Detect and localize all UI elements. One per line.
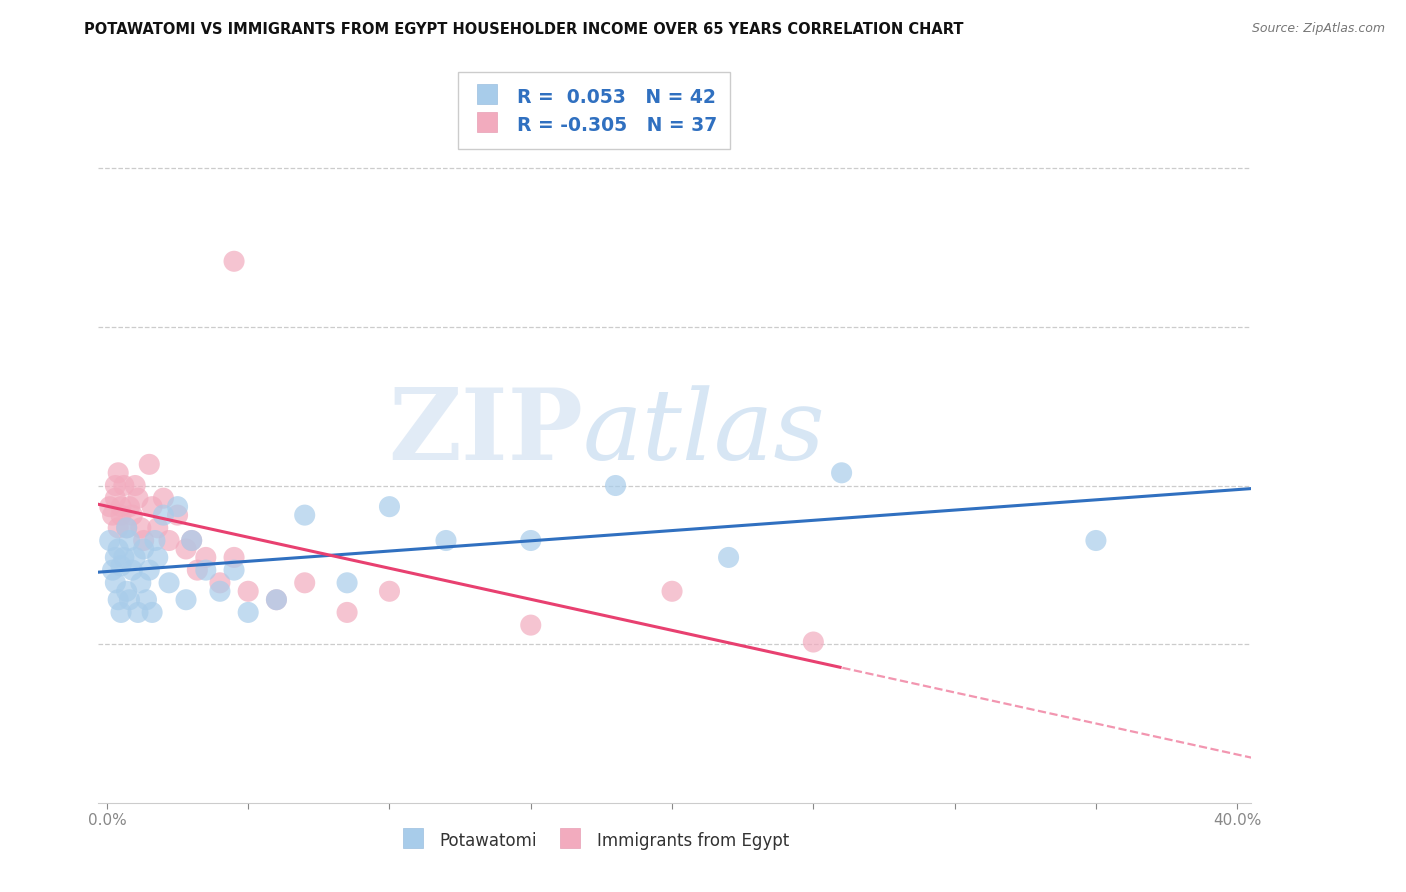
- Point: [132, 541, 155, 556]
- Point: [180, 533, 202, 548]
- Point: [146, 550, 169, 565]
- Point: [717, 550, 740, 565]
- Point: [121, 563, 143, 577]
- Point: [118, 533, 141, 548]
- Point: [124, 550, 146, 565]
- Point: [194, 563, 217, 577]
- Point: [107, 541, 129, 556]
- Point: [238, 606, 260, 620]
- Point: [104, 491, 127, 506]
- Point: [143, 533, 166, 548]
- Point: [294, 508, 316, 522]
- Point: [180, 533, 202, 548]
- Point: [129, 521, 152, 535]
- Text: ZIP: ZIP: [388, 384, 582, 481]
- Point: [110, 606, 132, 620]
- Point: [238, 584, 260, 599]
- Point: [138, 458, 160, 472]
- Point: [110, 558, 132, 573]
- Point: [124, 478, 146, 492]
- Point: [166, 508, 188, 522]
- Point: [104, 478, 127, 492]
- Point: [101, 508, 124, 522]
- Point: [157, 533, 180, 548]
- Point: [129, 575, 152, 590]
- Legend: Potawatomi, Immigrants from Egypt: Potawatomi, Immigrants from Egypt: [392, 823, 796, 857]
- Point: [208, 575, 231, 590]
- Point: [194, 550, 217, 565]
- Point: [152, 508, 174, 522]
- Point: [520, 533, 543, 548]
- Point: [132, 533, 155, 548]
- Point: [174, 592, 197, 607]
- Point: [127, 606, 149, 620]
- Point: [661, 584, 683, 599]
- Point: [434, 533, 457, 548]
- Point: [222, 254, 245, 268]
- Point: [520, 618, 543, 632]
- Point: [174, 541, 197, 556]
- Point: [115, 584, 138, 599]
- Point: [801, 635, 824, 649]
- Point: [135, 592, 157, 607]
- Point: [110, 500, 132, 514]
- Point: [118, 592, 141, 607]
- Point: [152, 491, 174, 506]
- Point: [98, 500, 121, 514]
- Point: [104, 575, 127, 590]
- Point: [107, 466, 129, 480]
- Point: [336, 575, 359, 590]
- Point: [110, 508, 132, 522]
- Point: [146, 521, 169, 535]
- Point: [831, 466, 853, 480]
- Point: [112, 478, 135, 492]
- Point: [141, 606, 163, 620]
- Point: [266, 592, 288, 607]
- Point: [104, 550, 127, 565]
- Point: [115, 521, 138, 535]
- Point: [378, 584, 401, 599]
- Point: [101, 563, 124, 577]
- Point: [1084, 533, 1107, 548]
- Point: [107, 521, 129, 535]
- Point: [115, 521, 138, 535]
- Point: [141, 500, 163, 514]
- Point: [208, 584, 231, 599]
- Point: [166, 500, 188, 514]
- Point: [294, 575, 316, 590]
- Point: [112, 550, 135, 565]
- Point: [157, 575, 180, 590]
- Point: [138, 563, 160, 577]
- Point: [266, 592, 288, 607]
- Point: [121, 508, 143, 522]
- Point: [605, 478, 627, 492]
- Text: POTAWATOMI VS IMMIGRANTS FROM EGYPT HOUSEHOLDER INCOME OVER 65 YEARS CORRELATION: POTAWATOMI VS IMMIGRANTS FROM EGYPT HOUS…: [84, 22, 965, 37]
- Point: [107, 592, 129, 607]
- Text: atlas: atlas: [582, 385, 825, 480]
- Point: [186, 563, 208, 577]
- Point: [222, 550, 245, 565]
- Text: Source: ZipAtlas.com: Source: ZipAtlas.com: [1251, 22, 1385, 36]
- Point: [222, 563, 245, 577]
- Point: [127, 491, 149, 506]
- Point: [378, 500, 401, 514]
- Point: [98, 533, 121, 548]
- Point: [336, 606, 359, 620]
- Point: [118, 500, 141, 514]
